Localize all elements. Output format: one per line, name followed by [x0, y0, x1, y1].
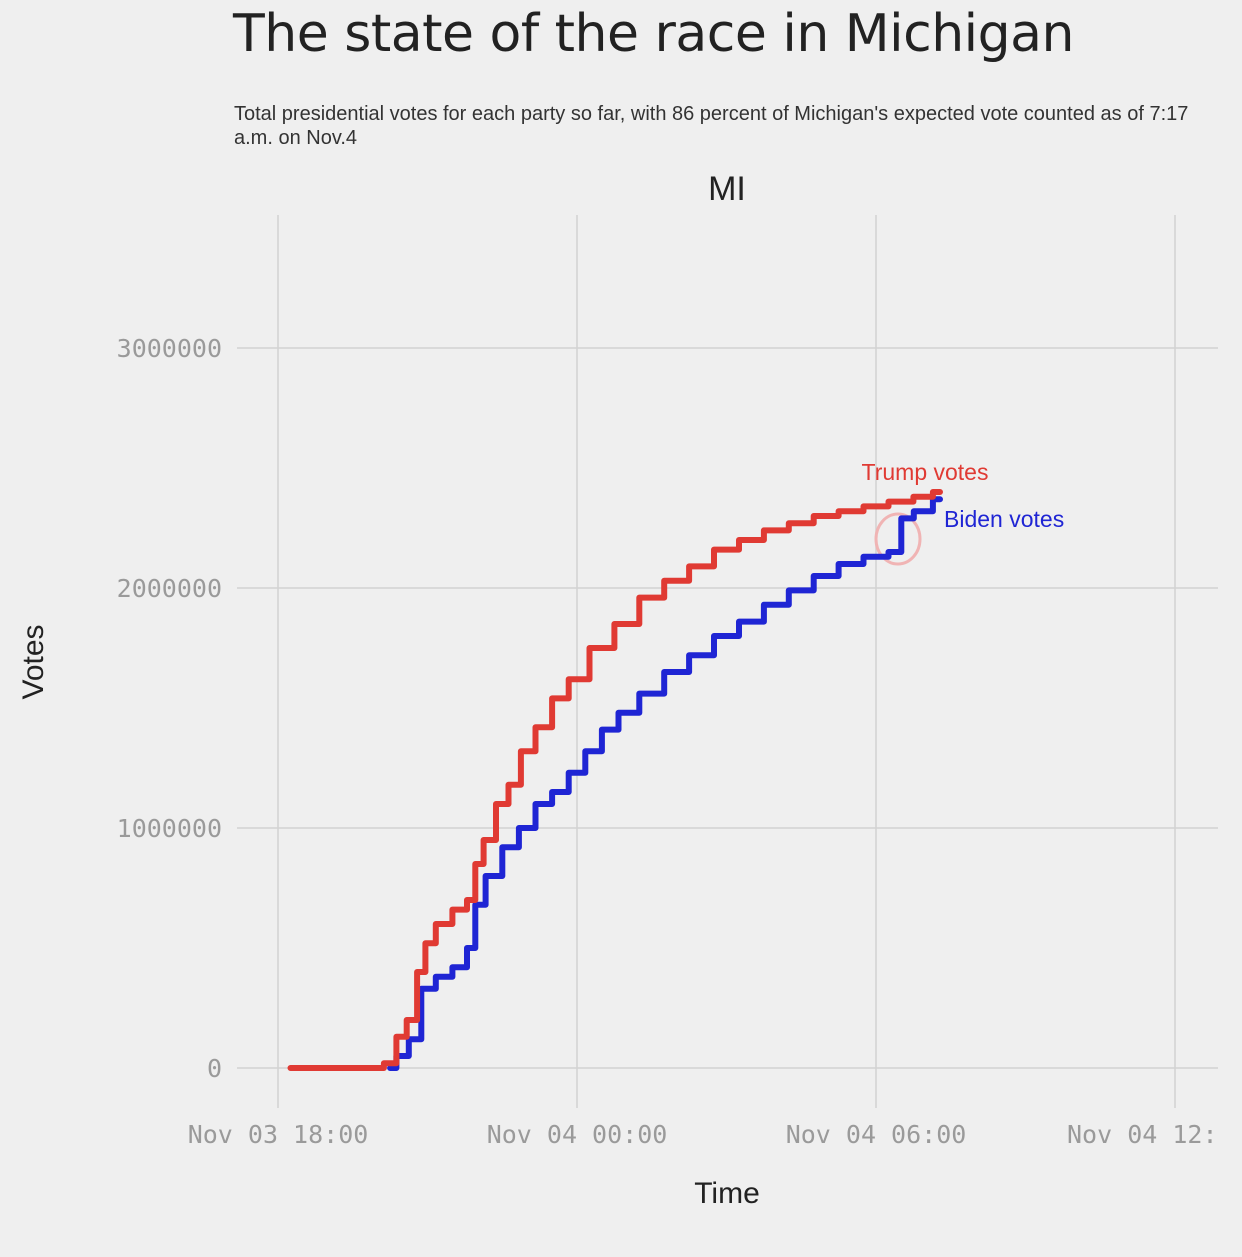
grid-lines [237, 215, 1218, 1108]
x-axis-title: Time [694, 1177, 760, 1210]
y-axis-title: Votes [17, 624, 50, 699]
series-lines [287, 489, 943, 1071]
panel-title: MI [708, 170, 746, 208]
biden-votes-label: Biden votes [944, 506, 1064, 532]
y-tick-label: 3000000 [117, 334, 222, 363]
x-tick-labels: Nov 03 18:00 Nov 04 00:00 Nov 04 06:00 Nov … [188, 1120, 1218, 1149]
trump-votes-line [287, 489, 943, 1071]
x-tick-label: Nov 04 12: [1067, 1120, 1218, 1149]
y-tick-labels: 0 1000000 2000000 3000000 [117, 334, 222, 1083]
series-labels: Trump votes Biden votes [862, 459, 1065, 532]
y-tick-label: 2000000 [117, 574, 222, 603]
trump-votes-label: Trump votes [862, 459, 989, 485]
biden-votes-line [387, 496, 943, 1071]
x-tick-label: Nov 04 00:00 [487, 1120, 668, 1149]
y-tick-label: 1000000 [117, 814, 222, 843]
chart-subtitle: Total presidential votes for each party … [234, 103, 1189, 149]
y-tick-label: 0 [207, 1054, 222, 1083]
annotation-circle [874, 512, 922, 566]
x-tick-label: Nov 04 06:00 [786, 1120, 967, 1149]
x-tick-label: Nov 03 18:00 [188, 1120, 369, 1149]
chart-title: The state of the race in Michigan [233, 4, 1074, 64]
annotation-circle [874, 512, 922, 566]
